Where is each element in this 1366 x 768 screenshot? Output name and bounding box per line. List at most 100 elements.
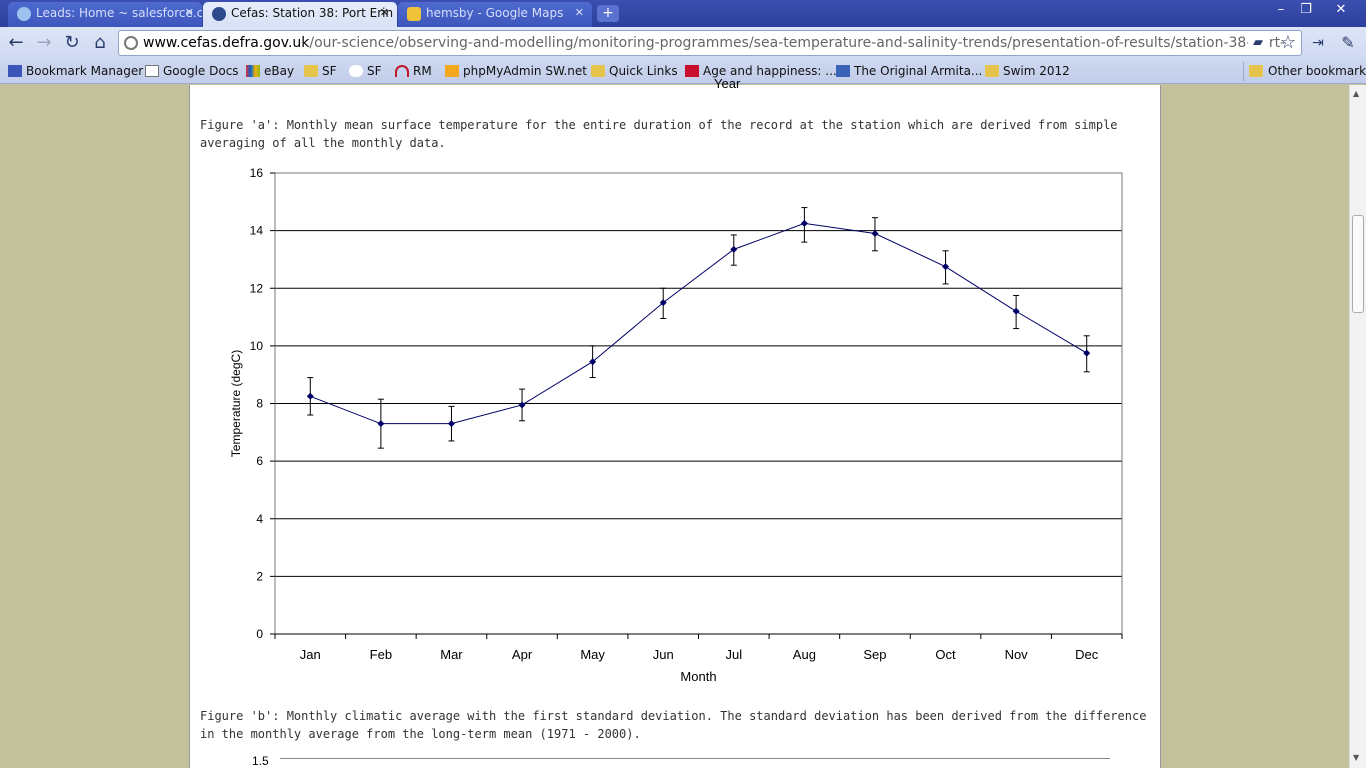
y-tick-label: 2	[256, 569, 263, 583]
bookmark-google-docs[interactable]: Google Docs	[143, 62, 239, 81]
bookmark-sf-folder[interactable]: SF	[302, 62, 337, 81]
x-tick-label: Mar	[440, 647, 463, 662]
y-tick-label: 10	[250, 339, 264, 353]
y-tick-label: 16	[250, 166, 264, 180]
x-tick-label: Dec	[1075, 647, 1099, 662]
y-tick-label: 8	[256, 397, 263, 411]
bookmark-label: phpMyAdmin SW.net	[463, 64, 587, 78]
bookmark-age-happiness[interactable]: Age and happiness: ...	[683, 62, 837, 81]
data-point	[306, 392, 314, 400]
bookmark-quick-links[interactable]: Quick Links	[589, 62, 678, 81]
headphones-icon	[395, 65, 409, 77]
folder-icon	[591, 65, 605, 77]
series-temperature	[306, 207, 1091, 449]
bookmark-label: SF	[367, 64, 382, 78]
scroll-thumb[interactable]	[1352, 215, 1364, 313]
previous-chart-axis-label: Year	[714, 76, 741, 91]
tab-bar: Leads: Home ~ salesforce.c ✕ Cefas: Stat…	[0, 0, 1366, 27]
reload-button[interactable]: ↻	[64, 32, 80, 53]
data-point	[447, 420, 455, 428]
data-point	[730, 245, 738, 253]
bookmark-phpmyadmin[interactable]: phpMyAdmin SW.net	[443, 62, 587, 81]
page-content: Year Figure 'a': Monthly mean surface te…	[189, 76, 1161, 768]
globe-icon	[124, 36, 138, 50]
bookmark-swim-2012[interactable]: Swim 2012	[983, 62, 1070, 81]
x-tick-label: Aug	[793, 647, 816, 662]
close-icon[interactable]: ✕	[184, 6, 194, 19]
php-icon	[445, 65, 459, 77]
bookmark-label: eBay	[264, 64, 295, 78]
url-host: www.cefas.defra.gov.uk	[143, 35, 310, 51]
scroll-up-icon[interactable]: ▲	[1353, 89, 1360, 98]
page-scrollbar[interactable]: ▲ ▼	[1349, 85, 1366, 768]
page-icon	[836, 65, 850, 77]
address-bar[interactable]: www.cefas.defra.gov.uk/our-science/obser…	[118, 30, 1302, 56]
minimize-button[interactable]: –	[1277, 2, 1285, 17]
bookmark-other[interactable]: Other bookmarks	[1243, 62, 1366, 81]
tab-cefas[interactable]: Cefas: Station 38: Port Erin ✕	[203, 2, 397, 27]
figure-b-frame	[280, 758, 1110, 768]
figure-a-caption: Figure 'a': Monthly mean surface tempera…	[200, 118, 1118, 150]
bookmarks-bar: Bookmark Manager Google Docs eBay SF SF …	[0, 59, 1366, 84]
folder-icon	[1249, 65, 1263, 77]
tab-google-maps[interactable]: hemsby - Google Maps ✕	[398, 2, 592, 27]
data-point	[589, 358, 597, 366]
close-window-button[interactable]: ✕	[1335, 2, 1347, 17]
data-point	[942, 263, 950, 271]
bookmark-original-armita[interactable]: The Original Armita...	[834, 62, 982, 81]
maps-icon	[407, 7, 421, 21]
y-tick-label: 14	[250, 224, 264, 238]
page-action-icon[interactable]: ▰	[1248, 32, 1268, 54]
figure-b-caption: Figure 'b': Monthly climatic average wit…	[200, 709, 1147, 741]
bookmark-label: Bookmark Manager	[26, 64, 144, 78]
bookmark-bookmark-manager[interactable]: Bookmark Manager	[6, 62, 143, 81]
scroll-down-icon[interactable]: ▼	[1353, 753, 1360, 762]
tab-label: hemsby - Google Maps	[426, 6, 564, 20]
x-tick-label: Feb	[370, 647, 392, 662]
wrench-icon[interactable]: ✎	[1341, 33, 1355, 52]
forward-button[interactable]: →	[36, 32, 52, 53]
close-icon[interactable]: ✕	[379, 6, 389, 19]
data-point	[1083, 349, 1091, 357]
data-point	[659, 299, 667, 307]
back-button[interactable]: ←	[8, 32, 24, 53]
data-point	[518, 401, 526, 409]
bookmark-sf[interactable]: SF	[347, 62, 382, 81]
close-icon[interactable]: ✕	[574, 6, 584, 19]
x-tick-label: Nov	[1005, 647, 1029, 662]
bookmark-ebay[interactable]: eBay	[244, 62, 294, 81]
data-point	[377, 420, 385, 428]
restore-button[interactable]: ❐	[1300, 2, 1312, 17]
temperature-chart: 0 2 4 6 8 10 12 14 16 Jan Feb Mar Apr May Jun Jul Aug Se…	[229, 166, 1123, 684]
x-tick-label: Sep	[863, 647, 886, 662]
y-tick-label: 12	[250, 281, 264, 295]
bookmark-label: Age and happiness: ...	[703, 64, 837, 78]
x-tick-label: Jul	[725, 647, 742, 662]
x-tick-label: Apr	[512, 647, 533, 662]
star-icon	[8, 65, 22, 77]
x-axis-label: Month	[680, 669, 716, 684]
bookmark-label: SF	[322, 64, 337, 78]
cloud-icon	[349, 65, 363, 77]
bookmark-star-icon[interactable]: ☆	[1279, 32, 1297, 53]
ebay-icon	[246, 65, 260, 77]
y-tick-label: 6	[256, 454, 263, 468]
globe-icon	[212, 7, 226, 21]
tab-salesforce[interactable]: Leads: Home ~ salesforce.c ✕	[8, 2, 202, 27]
y-tick-label: 0	[256, 627, 263, 641]
tab-label: Cefas: Station 38: Port Erin	[231, 6, 394, 20]
browser-toolbar: ← → ↻ ⌂ www.cefas.defra.gov.uk/our-scien…	[0, 27, 1366, 59]
url-path: /our-science/observing-and-modelling/mon…	[309, 35, 1286, 51]
series-line	[310, 222, 1087, 425]
e-icon	[685, 65, 699, 77]
data-point	[800, 219, 808, 227]
data-point	[871, 230, 879, 238]
home-button[interactable]: ⌂	[94, 32, 106, 53]
data-point	[1012, 307, 1020, 315]
doc-icon	[145, 65, 159, 77]
x-tick-label: May	[580, 647, 605, 662]
y-tick-label: 4	[256, 512, 263, 526]
new-tab-button[interactable]: +	[597, 5, 619, 22]
extension-icon[interactable]: ⇥	[1312, 35, 1324, 51]
bookmark-rm[interactable]: RM	[393, 62, 432, 81]
